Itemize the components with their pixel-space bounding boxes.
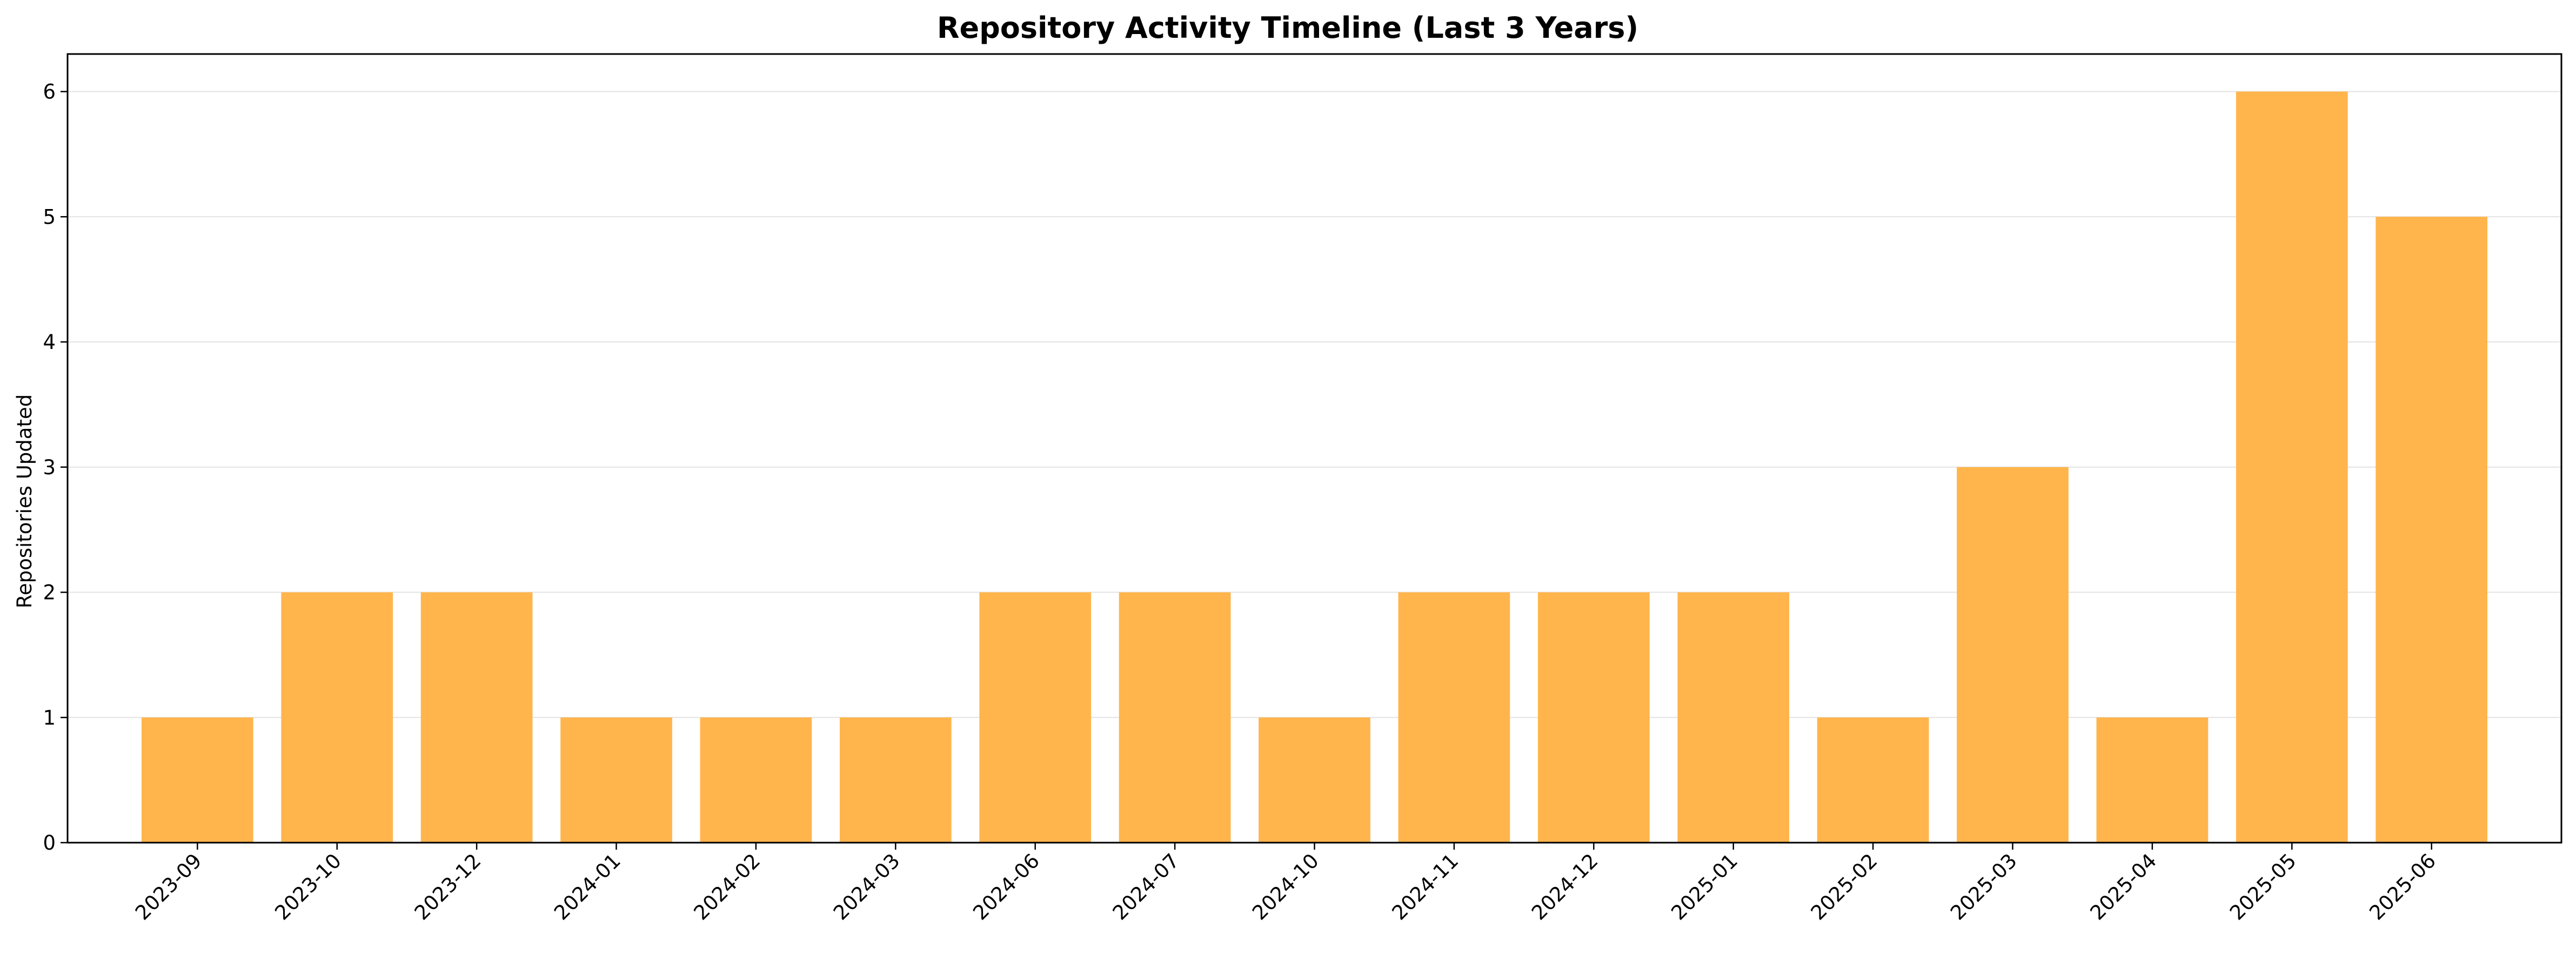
bar-2023-10 bbox=[281, 592, 393, 843]
bar-2023-09 bbox=[141, 717, 253, 843]
chart-title: Repository Activity Timeline (Last 3 Yea… bbox=[937, 11, 1638, 45]
y-tick-label: 3 bbox=[43, 456, 56, 479]
x-tick-label: 2024-02 bbox=[690, 849, 765, 925]
x-tick-label: 2023-10 bbox=[270, 849, 346, 925]
bar-2025-01 bbox=[1677, 592, 1790, 843]
x-tick-label: 2024-03 bbox=[829, 849, 905, 925]
bars bbox=[141, 91, 2488, 843]
x-tick-label: 2024-10 bbox=[1248, 849, 1323, 925]
bar-2024-01 bbox=[560, 717, 672, 843]
x-tick-label: 2025-04 bbox=[2086, 849, 2162, 925]
y-tick-label: 1 bbox=[43, 706, 56, 729]
bar-2025-03 bbox=[1957, 467, 2069, 843]
x-tick-label: 2025-05 bbox=[2225, 849, 2301, 925]
plot-frame bbox=[66, 53, 2562, 844]
x-tick-label: 2024-12 bbox=[1527, 849, 1603, 925]
y-axis-ticks: 0 1 2 3 4 5 6 bbox=[43, 80, 68, 855]
bar-2025-05 bbox=[2236, 91, 2348, 843]
x-tick-label: 2023-12 bbox=[410, 849, 486, 925]
bar-2024-03 bbox=[839, 717, 952, 843]
x-tick-label: 2025-03 bbox=[1946, 849, 2022, 925]
bar-2023-12 bbox=[420, 592, 533, 843]
y-tick-label: 6 bbox=[43, 80, 56, 104]
x-tick-label: 2025-02 bbox=[1806, 849, 1882, 925]
bar-2025-02 bbox=[1817, 717, 1929, 843]
bar-2025-04 bbox=[2096, 717, 2209, 843]
x-tick-label: 2024-01 bbox=[550, 849, 625, 925]
bar-2024-11 bbox=[1398, 592, 1510, 843]
y-tick-label: 2 bbox=[43, 581, 56, 604]
y-axis-label: Repositories Updated bbox=[13, 394, 36, 608]
bar-2024-06 bbox=[979, 592, 1092, 843]
y-tick-label: 4 bbox=[43, 331, 56, 354]
x-tick-label: 2025-01 bbox=[1667, 849, 1742, 925]
bar-2024-10 bbox=[1259, 717, 1370, 843]
y-tick-label: 0 bbox=[43, 831, 56, 855]
y-tick-label: 5 bbox=[43, 205, 56, 228]
x-tick-label: 2024-11 bbox=[1388, 849, 1463, 925]
x-tick-label: 2025-06 bbox=[2365, 849, 2440, 925]
x-axis-ticks: 2023-09 2023-10 2023-12 2024-01 2024-02 2024-… bbox=[131, 843, 2440, 925]
x-tick-label: 2024-07 bbox=[1108, 849, 1184, 925]
bar-2024-07 bbox=[1119, 592, 1231, 843]
x-tick-label: 2023-09 bbox=[131, 849, 206, 925]
bar-2024-02 bbox=[700, 717, 812, 843]
x-tick-label: 2024-06 bbox=[968, 849, 1044, 925]
bar-2024-12 bbox=[1537, 592, 1650, 843]
bar-2025-06 bbox=[2376, 217, 2488, 843]
